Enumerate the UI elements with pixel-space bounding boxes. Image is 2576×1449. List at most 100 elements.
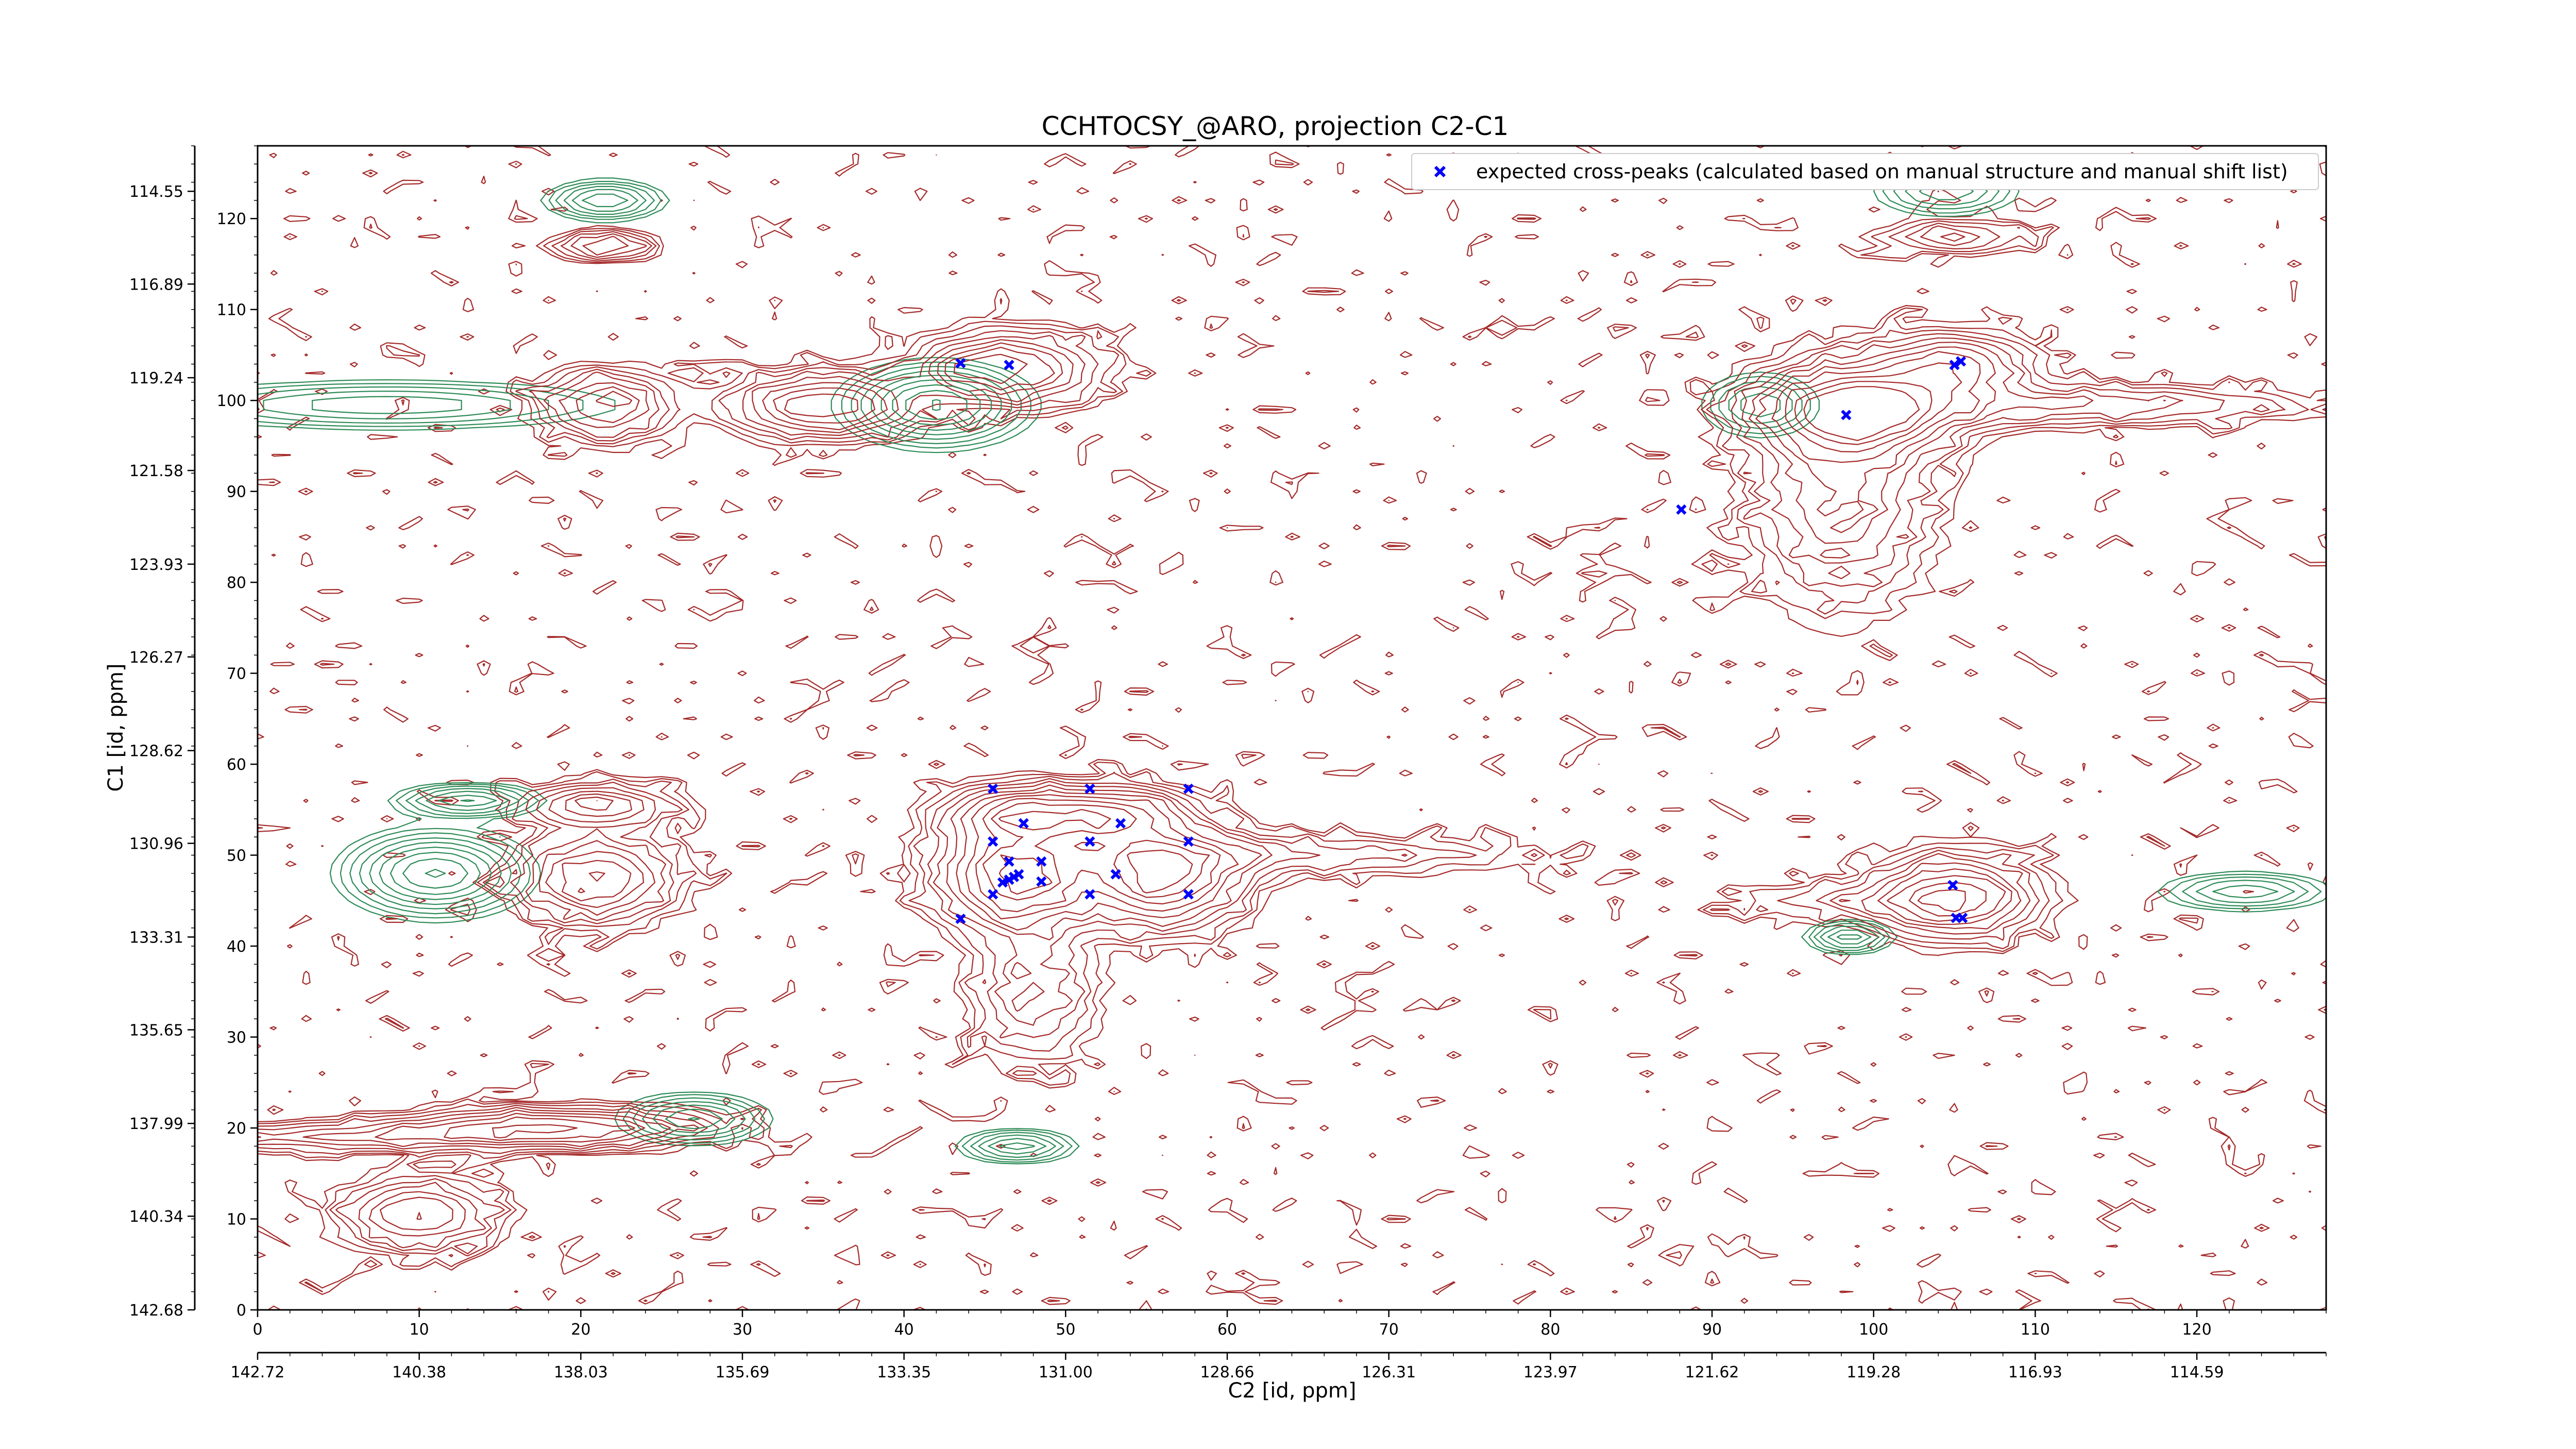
cross-peak-marker bbox=[997, 877, 1008, 888]
y-tick-label: 0 bbox=[236, 1302, 246, 1320]
plot-background bbox=[258, 146, 2326, 1310]
ppm-x-tick-label: 114.59 bbox=[2170, 1363, 2224, 1381]
ppm-y-tick-label: 130.96 bbox=[129, 835, 183, 853]
cross-peak-marker bbox=[988, 783, 998, 794]
y-axis-ppm: 142.68 140.34 137.99 135.65 133.31 130.96 128.… bbox=[129, 145, 196, 1320]
y-tick-label: 90 bbox=[227, 483, 246, 501]
cross-peak-marker bbox=[1957, 913, 1968, 923]
cross-peak-marker bbox=[1084, 783, 1095, 794]
positive-contour-level-10 bbox=[998, 386, 1920, 895]
cross-peak-marker bbox=[955, 358, 966, 368]
x-tick-label: 80 bbox=[1540, 1321, 1560, 1339]
x-tick-label: 20 bbox=[571, 1321, 590, 1339]
x-tick-label: 50 bbox=[1056, 1321, 1075, 1339]
x-axis: 0 10 20 30 40 50 60 70 80 90 100 110 120 bbox=[252, 1310, 2327, 1339]
cross-peak-markers bbox=[955, 356, 1968, 924]
x-tick-label: 0 bbox=[252, 1321, 262, 1339]
legend: expected cross-peaks (calculated based o… bbox=[1411, 153, 2319, 190]
ppm-y-tick-label: 137.99 bbox=[129, 1115, 183, 1133]
cross-peak-marker bbox=[1036, 876, 1047, 887]
cross-peak-marker bbox=[1115, 818, 1126, 829]
cross-peak-marker bbox=[1084, 889, 1095, 900]
cross-peak-marker bbox=[1036, 856, 1047, 867]
ppm-y-tick-label: 114.55 bbox=[129, 183, 183, 201]
y-axis-title: C1 [id, ppm] bbox=[104, 664, 128, 792]
negative-contour-level-2 bbox=[257, 173, 2309, 1161]
x-tick-label: 60 bbox=[1217, 1321, 1237, 1339]
y-tick-label: 40 bbox=[227, 938, 246, 956]
x-axis-title: C2 [id, ppm] bbox=[1228, 1379, 1357, 1403]
positive-contour-level-6 bbox=[375, 342, 2012, 1231]
positive-contour-level-9 bbox=[982, 381, 1966, 913]
y-tick-label: 70 bbox=[227, 665, 246, 683]
contour-layer bbox=[257, 145, 2327, 1311]
cross-peak-marker bbox=[1110, 869, 1121, 880]
ppm-x-tick-label: 142.72 bbox=[231, 1363, 285, 1381]
legend-box bbox=[1411, 153, 2319, 190]
x-tick-label: 110 bbox=[2021, 1321, 2050, 1339]
ppm-x-tick-label: 121.62 bbox=[1685, 1363, 1739, 1381]
y-tick-label: 10 bbox=[227, 1211, 246, 1229]
x-tick-label: 100 bbox=[1859, 1321, 1888, 1339]
ppm-y-tick-label: 116.89 bbox=[129, 276, 183, 294]
negative-contour-level-3 bbox=[263, 177, 2295, 1158]
cross-peak-marker bbox=[1004, 360, 1014, 370]
x-tick-label: 30 bbox=[733, 1321, 752, 1339]
y-axis: 0 10 20 30 40 50 60 70 80 90 100 110 120 bbox=[217, 145, 258, 1320]
negative-contour-level-4 bbox=[312, 182, 2279, 1155]
ppm-y-tick-label: 126.27 bbox=[129, 649, 183, 667]
x-tick-label: 40 bbox=[894, 1321, 914, 1339]
ppm-x-tick-label: 138.03 bbox=[554, 1363, 608, 1381]
ppm-x-tick-label: 126.31 bbox=[1362, 1363, 1416, 1381]
x-tick-label: 70 bbox=[1379, 1321, 1399, 1339]
y-tick-label: 60 bbox=[227, 756, 246, 774]
ppm-y-tick-label: 119.24 bbox=[129, 369, 183, 387]
ppm-y-tick-label: 128.62 bbox=[129, 743, 183, 761]
y-tick-label: 80 bbox=[227, 574, 246, 592]
positive-contour-level-0 bbox=[257, 145, 2327, 1311]
ppm-x-tick-label: 133.35 bbox=[877, 1363, 931, 1381]
y-tick-label: 110 bbox=[217, 301, 246, 319]
cross-peak-marker bbox=[1004, 874, 1014, 885]
negative-contour-level-1 bbox=[257, 169, 2322, 1163]
legend-marker-icon bbox=[1434, 165, 1446, 178]
ppm-y-tick-label: 133.31 bbox=[129, 929, 183, 947]
y-tick-label: 50 bbox=[227, 847, 246, 865]
y-tick-label: 30 bbox=[227, 1029, 246, 1047]
cross-peak-marker bbox=[1183, 889, 1194, 900]
ppm-y-tick-label: 140.34 bbox=[129, 1208, 183, 1226]
ppm-x-tick-label: 135.69 bbox=[716, 1363, 770, 1381]
cross-peak-marker bbox=[955, 913, 966, 924]
cross-peak-marker bbox=[1183, 836, 1194, 847]
negative-contour-level-5 bbox=[379, 193, 1862, 1150]
positive-contour-level-2 bbox=[257, 220, 2327, 1257]
y-tick-label: 100 bbox=[217, 392, 246, 410]
cross-peak-marker bbox=[1955, 356, 1967, 367]
x-tick-label: 120 bbox=[2182, 1321, 2211, 1339]
ppm-x-tick-label: 116.93 bbox=[2008, 1363, 2062, 1381]
cross-peak-marker bbox=[1004, 856, 1014, 867]
cross-peak-marker bbox=[1949, 360, 1960, 370]
negative-contour-level-8 bbox=[425, 399, 941, 878]
ppm-y-tick-label: 135.65 bbox=[129, 1021, 183, 1039]
ppm-y-tick-label: 142.68 bbox=[129, 1302, 183, 1320]
negative-contour-level-6 bbox=[389, 384, 981, 1121]
chart-title: CCHTOCSY_@ARO, projection C2-C1 bbox=[1042, 111, 1509, 141]
cross-peak-marker bbox=[988, 836, 998, 847]
ppm-x-tick-label: 123.97 bbox=[1523, 1363, 1578, 1381]
legend-entry-label: expected cross-peaks (calculated based o… bbox=[1476, 160, 2288, 183]
ppm-x-tick-label: 128.66 bbox=[1200, 1363, 1255, 1381]
negative-contour-level-7 bbox=[402, 390, 968, 889]
ppm-y-tick-label: 123.93 bbox=[129, 556, 183, 574]
cross-peak-marker bbox=[1676, 504, 1687, 515]
x-tick-label: 90 bbox=[1702, 1321, 1722, 1339]
y-tick-label: 20 bbox=[227, 1120, 246, 1138]
positive-contour-level-7 bbox=[416, 347, 2006, 1220]
positive-contour-level-4 bbox=[257, 225, 2183, 1249]
ppm-y-tick-label: 121.58 bbox=[129, 462, 183, 480]
ppm-x-tick-label: 131.00 bbox=[1039, 1363, 1093, 1381]
cross-peak-marker bbox=[988, 889, 998, 900]
plot-area bbox=[257, 145, 2327, 1311]
ppm-x-tick-label: 140.38 bbox=[392, 1363, 446, 1381]
